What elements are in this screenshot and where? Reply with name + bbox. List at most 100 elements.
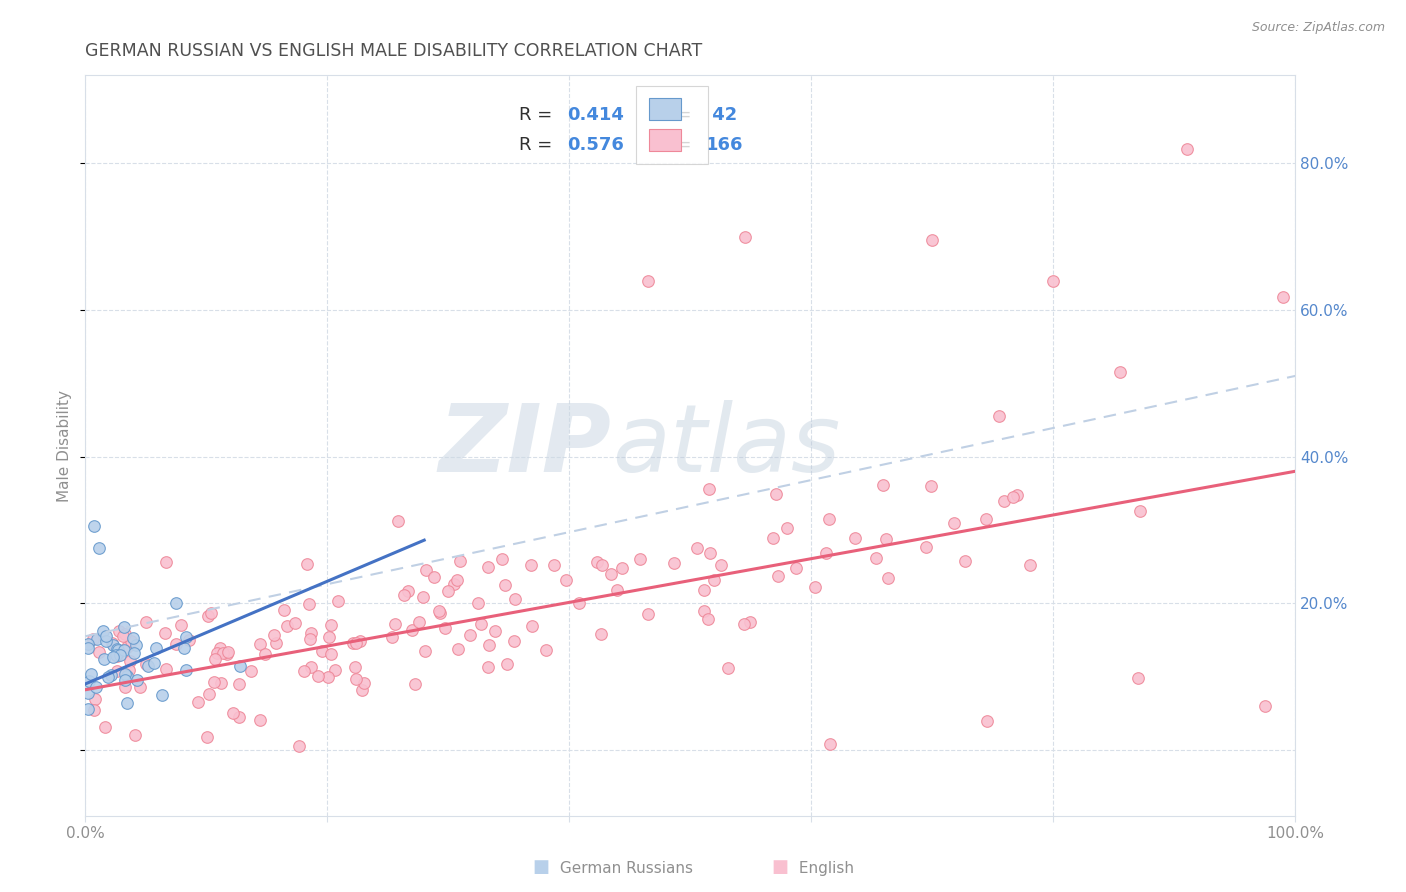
Point — [401, 624, 423, 638]
Point — [555, 573, 578, 587]
Point — [446, 573, 468, 587]
Text: N =: N = — [640, 136, 697, 154]
Point — [318, 630, 340, 644]
Point — [155, 662, 177, 676]
Point — [249, 637, 271, 651]
Point — [205, 646, 228, 660]
Point — [804, 580, 827, 594]
Point — [818, 737, 841, 751]
Text: German Russians: German Russians — [555, 861, 693, 876]
Point — [105, 648, 128, 663]
Point — [326, 594, 349, 608]
Point — [484, 624, 506, 639]
Point — [176, 663, 198, 677]
Point — [534, 642, 557, 657]
Point — [628, 551, 651, 566]
Point — [955, 554, 977, 568]
Point — [316, 670, 339, 684]
Point — [415, 563, 437, 577]
Point — [349, 633, 371, 648]
Point — [105, 665, 128, 679]
Point — [287, 739, 309, 754]
Point — [94, 720, 117, 734]
Point — [118, 654, 141, 668]
Point — [86, 632, 108, 646]
Point — [478, 638, 501, 652]
Point — [740, 615, 762, 629]
Y-axis label: Male Disability: Male Disability — [58, 390, 72, 501]
Point — [693, 604, 716, 618]
Point — [292, 665, 315, 679]
Point — [470, 616, 492, 631]
Point — [228, 677, 250, 691]
Point — [155, 555, 177, 569]
Point — [321, 618, 343, 632]
Point — [93, 651, 115, 665]
Point — [921, 233, 943, 247]
Point — [76, 637, 98, 651]
Point — [84, 680, 107, 694]
Point — [974, 512, 997, 526]
Point — [111, 628, 134, 642]
Point — [381, 630, 404, 644]
Point — [350, 682, 373, 697]
Point — [1001, 490, 1024, 504]
Point — [170, 618, 193, 632]
Point — [114, 673, 136, 687]
Point — [520, 558, 543, 572]
Point — [299, 659, 322, 673]
Point — [135, 657, 157, 671]
Point — [125, 673, 148, 687]
Point — [108, 648, 131, 663]
Point — [295, 557, 318, 571]
Point — [449, 553, 471, 567]
Text: ■: ■ — [533, 858, 550, 876]
Text: GERMAN RUSSIAN VS ENGLISH MALE DISABILITY CORRELATION CHART: GERMAN RUSSIAN VS ENGLISH MALE DISABILIT… — [86, 42, 703, 60]
Point — [114, 666, 136, 681]
Point — [120, 633, 142, 648]
Point — [817, 512, 839, 526]
Point — [153, 626, 176, 640]
Point — [114, 680, 136, 694]
Point — [94, 633, 117, 648]
Point — [686, 541, 709, 555]
Point — [165, 637, 187, 651]
Text: 166: 166 — [706, 136, 744, 154]
Point — [240, 664, 263, 678]
Point — [762, 531, 785, 545]
Point — [491, 551, 513, 566]
Point — [872, 477, 894, 491]
Point — [100, 668, 122, 682]
Point — [353, 676, 375, 690]
Point — [142, 656, 165, 670]
Point — [165, 596, 187, 610]
Text: R =: R = — [519, 136, 558, 154]
Point — [776, 520, 799, 534]
Point — [699, 482, 721, 496]
Point — [606, 583, 628, 598]
Point — [844, 531, 866, 545]
Point — [195, 730, 218, 744]
Point — [942, 516, 965, 531]
Point — [875, 532, 897, 546]
Point — [344, 672, 367, 686]
Point — [129, 681, 152, 695]
Point — [585, 555, 607, 569]
Point — [423, 570, 446, 584]
Text: English: English — [794, 861, 855, 876]
Point — [429, 604, 451, 618]
Point — [212, 646, 235, 660]
Point — [249, 713, 271, 727]
Point — [503, 633, 526, 648]
Point — [384, 616, 406, 631]
Point — [87, 541, 110, 556]
Point — [284, 616, 307, 631]
Point — [396, 583, 419, 598]
Point — [567, 596, 589, 610]
Point — [217, 647, 239, 661]
Point — [733, 616, 755, 631]
Point — [865, 551, 887, 566]
Text: ■: ■ — [772, 858, 789, 876]
Point — [1272, 290, 1295, 304]
Point — [768, 569, 790, 583]
